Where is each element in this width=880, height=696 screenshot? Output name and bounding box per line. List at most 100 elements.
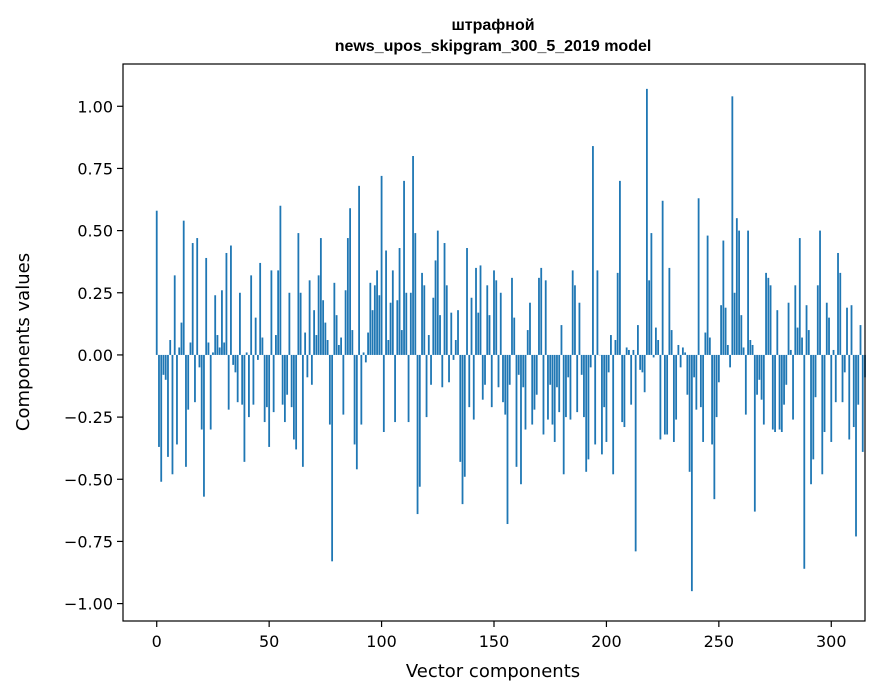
bar	[470, 297, 473, 355]
bar	[205, 257, 208, 355]
bar	[848, 354, 851, 440]
x-axis-label: Vector components	[406, 661, 580, 682]
bar	[839, 272, 842, 355]
x-tick-label: 0	[152, 632, 162, 651]
bar	[194, 354, 196, 403]
bar	[155, 210, 158, 355]
bar	[396, 300, 399, 355]
bar	[711, 354, 713, 445]
bar	[526, 330, 529, 355]
bar	[463, 354, 466, 477]
bar	[558, 354, 561, 413]
bar	[162, 354, 165, 375]
bar	[841, 354, 844, 403]
bar	[418, 354, 421, 487]
bar	[803, 354, 806, 569]
bar	[830, 354, 833, 442]
x-tick-label: 50	[259, 632, 279, 651]
bar	[212, 352, 214, 355]
bar	[663, 354, 666, 435]
bar	[801, 337, 803, 355]
bar	[448, 354, 450, 383]
bar	[335, 315, 338, 355]
bar	[567, 354, 570, 378]
bar	[317, 275, 320, 355]
bar	[637, 325, 639, 355]
bar	[789, 349, 792, 355]
bar	[576, 354, 579, 413]
bar	[466, 248, 468, 355]
bar	[544, 280, 547, 355]
bar	[346, 238, 349, 355]
bar	[443, 243, 446, 355]
bar	[324, 322, 327, 355]
bar	[596, 270, 599, 355]
x-tick-label: 300	[816, 632, 847, 651]
bar	[578, 302, 581, 355]
chart-subtitle: news_upos_skipgram_300_5_2019 model	[335, 38, 652, 55]
bar	[632, 349, 635, 355]
bar	[722, 240, 725, 355]
bar	[814, 354, 817, 398]
bar	[239, 292, 241, 355]
y-tick-label: −1.00	[64, 595, 113, 614]
bar	[167, 354, 169, 457]
bar	[589, 354, 592, 368]
bar	[794, 285, 797, 355]
bar	[816, 285, 819, 355]
bar	[697, 198, 700, 355]
bar	[504, 354, 507, 415]
bar	[574, 285, 576, 355]
bar	[362, 352, 365, 355]
bar	[248, 354, 250, 418]
bar	[513, 317, 516, 355]
bar	[747, 230, 749, 355]
bar	[279, 205, 282, 355]
bar	[601, 354, 603, 455]
bar	[272, 354, 275, 413]
bar	[805, 305, 808, 355]
bar	[187, 354, 190, 410]
bar	[828, 317, 830, 355]
bar	[686, 354, 689, 395]
bar	[733, 292, 736, 355]
bar	[704, 332, 707, 355]
bar	[169, 340, 172, 355]
bar	[666, 354, 669, 435]
bar	[616, 272, 619, 355]
bar	[675, 354, 678, 420]
bar	[353, 354, 356, 445]
bar	[778, 354, 781, 430]
bar	[715, 354, 718, 418]
bar	[203, 354, 205, 497]
bar	[488, 315, 491, 355]
bar	[646, 88, 648, 355]
bar	[819, 230, 821, 355]
bar	[306, 354, 309, 378]
bar	[542, 354, 545, 435]
bar	[508, 354, 511, 385]
bar	[245, 352, 248, 355]
bar	[758, 354, 761, 380]
bar	[310, 354, 313, 385]
bar	[178, 347, 181, 355]
bar	[529, 302, 531, 355]
bar	[475, 267, 477, 355]
bar	[855, 354, 857, 537]
bar	[493, 270, 495, 355]
bar	[738, 230, 740, 355]
bar	[720, 305, 722, 355]
bar	[457, 310, 459, 355]
bar	[331, 354, 334, 562]
bar	[407, 354, 410, 423]
bar	[313, 310, 316, 355]
bar	[771, 354, 774, 430]
bar	[479, 265, 482, 355]
bar	[677, 344, 680, 355]
bar	[481, 354, 484, 400]
bar	[185, 354, 187, 467]
bar	[812, 354, 815, 460]
bar	[787, 302, 790, 355]
bar	[767, 277, 770, 355]
